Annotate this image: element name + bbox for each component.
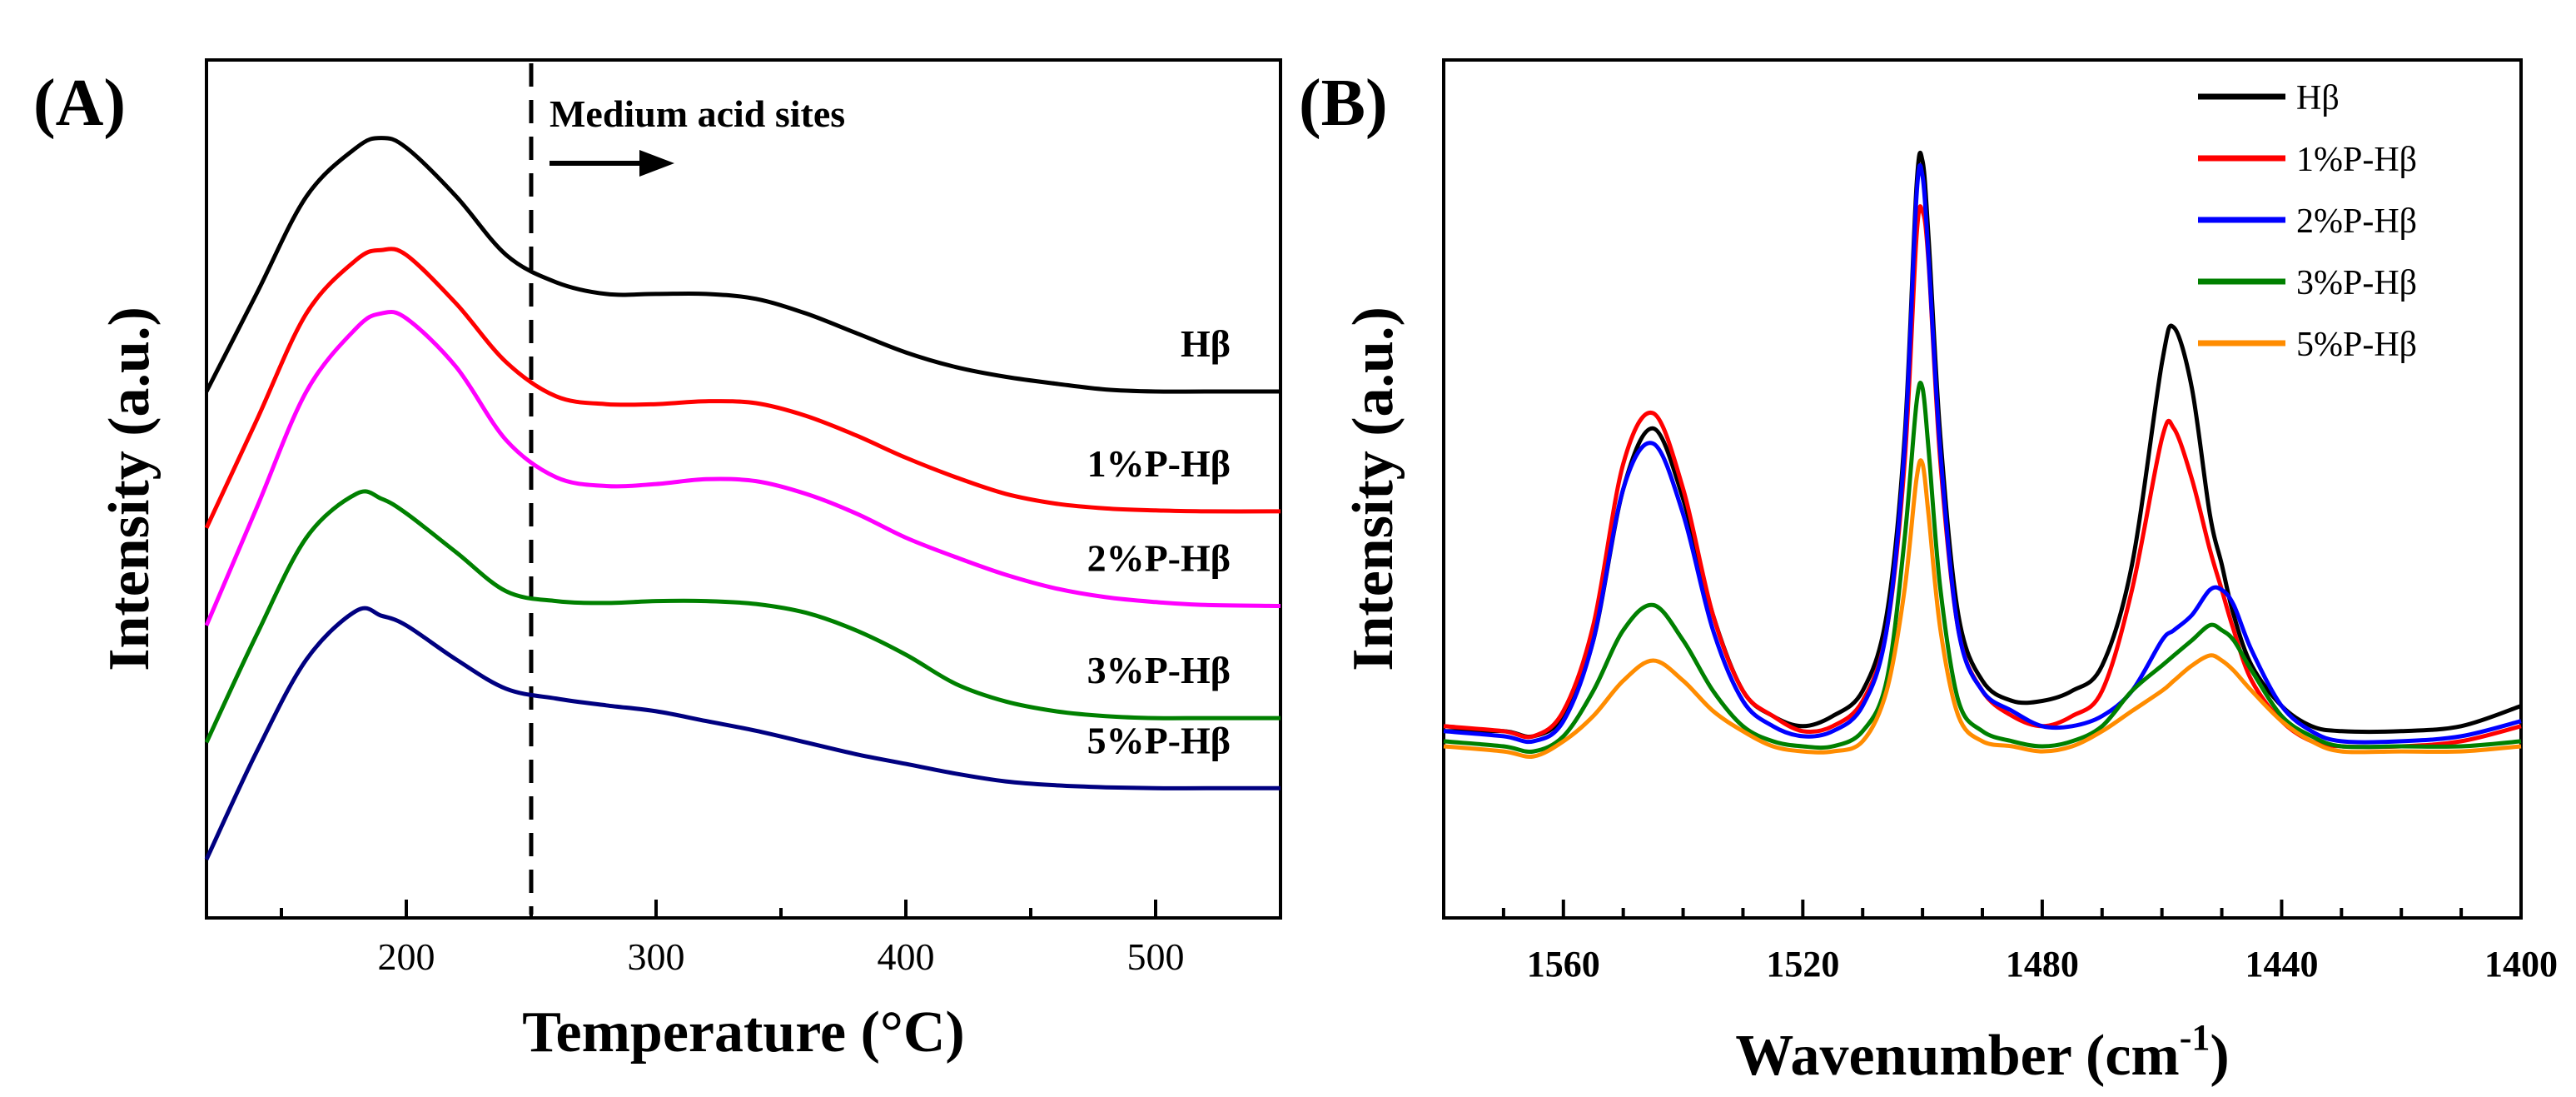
series-line xyxy=(204,606,1281,860)
panel-b-plot-frame xyxy=(1442,58,2523,920)
series-label: 2%P-Hβ xyxy=(1087,536,1231,579)
medium-acid-annotation: Medium acid sites xyxy=(550,92,845,177)
series-line xyxy=(1443,381,2522,754)
panel-a-ticks xyxy=(280,900,1282,918)
panel-a-y-axis-title: Intensity (a.u.) xyxy=(97,307,162,671)
panel-b-x-tick-labels: 1560 1520 1480 1440 1400 xyxy=(1527,944,2558,985)
x-tick-label: 500 xyxy=(1127,935,1185,978)
x-tick-label: 400 xyxy=(878,935,935,978)
legend-label: 1%P-Hβ xyxy=(2296,141,2417,179)
series-label: 3%P-Hβ xyxy=(1087,649,1231,691)
series-line xyxy=(204,247,1281,529)
panel-a-series xyxy=(204,136,1281,860)
series-line xyxy=(204,489,1281,744)
x-tick-label: 1520 xyxy=(1766,944,1839,985)
panel-b-legend: Hβ 1%P-Hβ 2%P-Hβ 3%P-Hβ 5%P-Hβ xyxy=(2198,79,2417,364)
series-label: Hβ xyxy=(1181,322,1231,365)
panel-b-series xyxy=(1443,150,2522,759)
panel-a: (A) Medium acid sites Hβ 1%P-Hβ 2%P-Hβ 3%P-… xyxy=(33,58,1282,1065)
panel-b-letter: (B) xyxy=(1299,67,1388,140)
panel-a-letter: (A) xyxy=(33,67,126,140)
x-tick-label: 1560 xyxy=(1527,944,1600,985)
series-line xyxy=(204,309,1281,626)
panel-a-x-axis-title: Temperature (°C) xyxy=(522,1000,965,1065)
panel-a-series-labels: Hβ 1%P-Hβ 2%P-Hβ 3%P-Hβ 5%P-Hβ xyxy=(1087,322,1231,761)
series-label: 5%P-Hβ xyxy=(1087,719,1231,761)
panel-a-plot-frame xyxy=(205,58,1282,920)
x-tick-label: 200 xyxy=(378,935,435,978)
legend-label: 3%P-Hβ xyxy=(2296,264,2417,302)
legend-label: 5%P-Hβ xyxy=(2296,326,2417,364)
panel-b-x-axis-title: Wavenumber (cm-1) xyxy=(1735,1017,2229,1088)
series-line xyxy=(1443,458,2522,759)
legend-label: 2%P-Hβ xyxy=(2296,202,2417,241)
x-tick-label: 300 xyxy=(628,935,685,978)
panel-a-x-tick-labels: 200 300 400 500 xyxy=(378,935,1185,978)
legend-label: Hβ xyxy=(2296,79,2340,117)
annotation-text: Medium acid sites xyxy=(550,92,845,135)
x-tick-label: 1440 xyxy=(2245,944,2318,985)
x-tick-label: 1400 xyxy=(2484,944,2558,985)
panel-b: (B) Hβ1%P-Hβ2%P-Hβ3%P-Hβ5%P-Hβ 1560 1520 1… xyxy=(1299,58,2558,1088)
panel-b-ticks xyxy=(1442,900,2523,918)
annotation-arrow-icon xyxy=(639,150,674,177)
x-tick-label: 1480 xyxy=(2006,944,2079,985)
series-line xyxy=(204,136,1281,394)
panel-b-y-axis-title: Intensity (a.u.) xyxy=(1341,307,1405,671)
series-label: 1%P-Hβ xyxy=(1087,442,1231,485)
series-line xyxy=(1443,162,2522,745)
